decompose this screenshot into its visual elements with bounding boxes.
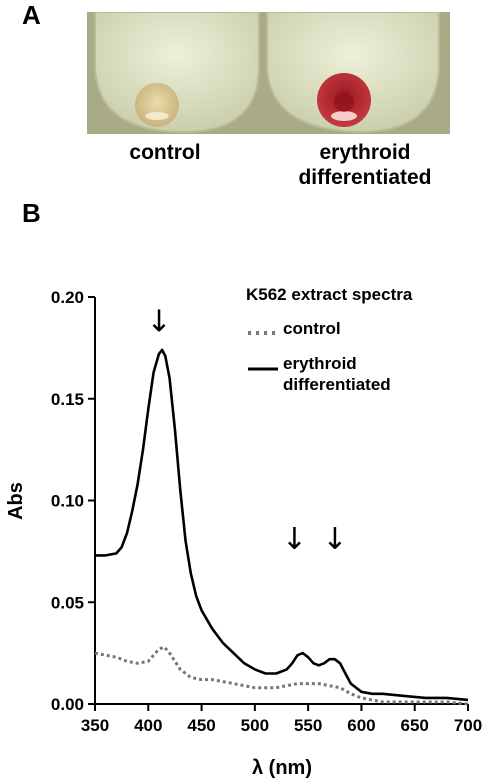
control-caption: control (129, 141, 201, 164)
x-tick-label: 550 (294, 716, 322, 735)
spectra-chart: 0.00 0.05 0.10 0.15 0.20 350 400 450 500 550 600 65… (5, 285, 482, 779)
y-tick-label: 0.15 (51, 390, 84, 409)
panel-label-a: A (22, 0, 41, 30)
legend-control-label: control (283, 319, 341, 338)
chart-axes: 0.00 0.05 0.10 0.15 0.20 350 400 450 500 550 600 65… (51, 288, 482, 735)
y-tick-label: 0.20 (51, 288, 84, 307)
control-pellet (135, 83, 179, 127)
erythroid-caption-line2: differentiated (298, 166, 432, 189)
x-tick-label: 600 (347, 716, 375, 735)
panel-label-b: B (22, 198, 41, 228)
x-tick-label: 400 (134, 716, 162, 735)
chart-annotations: ↓ ↓ ↓ (146, 304, 347, 557)
x-axis-label: λ (nm) (252, 757, 312, 779)
erythroid-caption-line1: erythroid (319, 141, 411, 164)
series-erythroid-line (95, 348, 469, 702)
y-tick-label: 0.00 (51, 695, 84, 714)
legend-erythroid-label-line2: differentiated (283, 375, 391, 394)
chart-legend: K562 extract spectra control erythroid d… (246, 285, 413, 394)
chart-title: K562 extract spectra (246, 285, 413, 304)
pellet-photo (87, 12, 450, 134)
peak-arrow-annotation: ↓ (322, 522, 347, 557)
legend-erythroid-label-line1: erythroid (283, 354, 357, 373)
x-tick-label: 500 (241, 716, 269, 735)
y-tick-label: 0.10 (51, 492, 84, 511)
x-tick-label: 650 (401, 716, 429, 735)
x-tick-label: 450 (187, 716, 215, 735)
peak-arrow-annotation: ↓ (146, 304, 171, 339)
x-tick-label: 350 (81, 716, 109, 735)
y-tick-label: 0.05 (51, 593, 84, 612)
chart-series (94, 348, 469, 706)
erythroid-caption: erythroid differentiated (270, 140, 460, 190)
peak-arrow-annotation: ↓ (282, 522, 307, 557)
x-tick-label: 700 (454, 716, 482, 735)
y-axis-label: Abs (5, 482, 27, 520)
erythroid-tube (266, 12, 440, 134)
